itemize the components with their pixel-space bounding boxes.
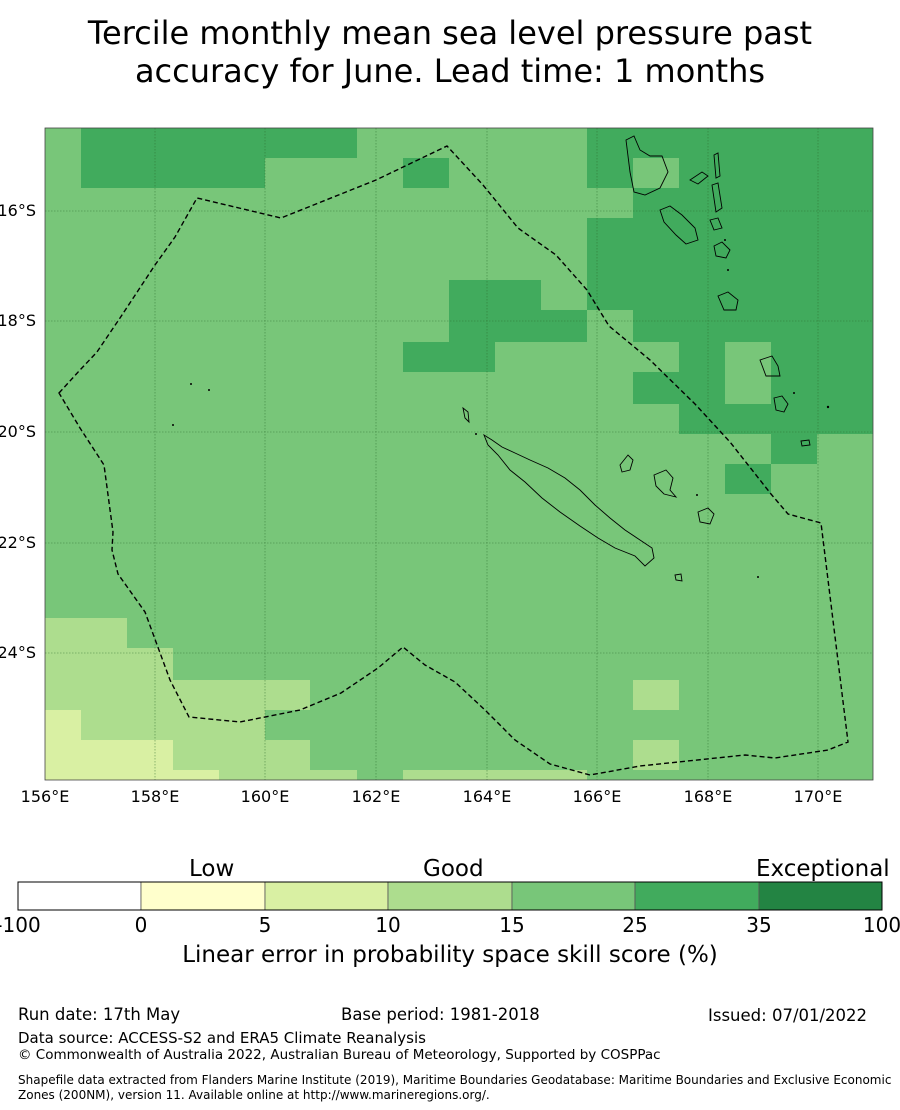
lon-label-156e: 156°E (20, 787, 70, 806)
lat-label-16s: 16°S (0, 201, 36, 220)
vanuatu-island-b (713, 152, 721, 179)
vanuatu-efate (713, 241, 731, 259)
colorbar-tick-0: 0 (134, 913, 148, 937)
walpole-islet (674, 573, 683, 582)
base-period: Base period: 1981-2018 (341, 1005, 540, 1024)
colorbar-category-low: Low (189, 856, 235, 882)
vanuatu-island-d (709, 217, 723, 231)
colorbar-tick-5: 5 (258, 913, 272, 937)
colorbar-swatch-7 (758, 881, 883, 911)
skill-map (44, 127, 874, 781)
colorbar-swatch-2 (140, 881, 266, 911)
lon-label-164e: 164°E (462, 787, 512, 806)
small-islets (172, 239, 830, 578)
vanuatu-espiritu-santo (625, 135, 669, 196)
map-frame (44, 127, 874, 781)
issued-date: Issued: 07/01/2022 (708, 1006, 868, 1025)
colorbar-swatch-6 (634, 881, 760, 911)
colorbar-tick-10: 10 (375, 913, 401, 937)
colorbar-tick-neg100: -100 (0, 913, 41, 937)
data-source: Data source: ACCESS-S2 and ERA5 Climate … (18, 1029, 426, 1047)
lat-label-22s: 22°S (0, 533, 36, 552)
colorbar-swatch-5 (511, 881, 636, 911)
colorbar-tick-25: 25 (622, 913, 648, 937)
colorbar (17, 881, 883, 911)
belep-islet (462, 406, 470, 424)
title-line-1: Tercile monthly mean sea level pressure … (87, 14, 813, 52)
vanuatu-erromango (717, 291, 739, 311)
loyalty-island-2 (653, 469, 678, 498)
colorbar-tick-100: 100 (862, 913, 900, 937)
loyalty-island-3 (697, 507, 715, 525)
copyright: © Commonwealth of Australia 2022, Austra… (18, 1047, 661, 1063)
colorbar-category-exceptional: Exceptional (756, 856, 890, 882)
new-caledonia-main (483, 433, 655, 567)
lat-label-20s: 20°S (0, 422, 36, 441)
loyalty-island-1 (619, 454, 634, 473)
title-line-2: accuracy for June. Lead time: 1 months (134, 52, 766, 90)
colorbar-swatch-1 (17, 881, 142, 911)
skill-cells-15-25-inset (633, 158, 771, 404)
colorbar-category-good: Good (423, 856, 484, 882)
vanuatu-aneityum (773, 395, 789, 413)
colorbar-label: Linear error in probability space skill … (182, 942, 718, 968)
lon-label-160e: 160°E (240, 787, 290, 806)
lat-label-18s: 18°S (0, 311, 36, 330)
colorbar-swatch-4 (387, 881, 513, 911)
run-date: Run date: 17th May (18, 1005, 181, 1024)
map-gridlines (45, 128, 873, 780)
vanuatu-tanna (759, 355, 781, 377)
lon-label-166e: 166°E (572, 787, 622, 806)
colorbar-frame (17, 881, 883, 911)
colorbar-tick-15: 15 (499, 913, 525, 937)
skill-cells-5-10 (45, 710, 219, 780)
eez-boundary (58, 145, 849, 776)
shapefile-credit: Shapefile data extracted from Flanders M… (18, 1073, 892, 1102)
hunter-islet (800, 439, 811, 447)
island-coastlines (462, 135, 811, 582)
colorbar-tick-35: 35 (746, 913, 772, 937)
map-title: Tercile monthly mean sea level pressure … (0, 14, 900, 90)
lon-label-170e: 170°E (793, 787, 843, 806)
vanuatu-island-c (711, 182, 723, 213)
lat-label-24s: 24°S (0, 643, 36, 662)
vanuatu-island-a (689, 171, 709, 185)
vanuatu-malekula (659, 205, 699, 245)
lon-label-168e: 168°E (683, 787, 733, 806)
lon-label-162e: 162°E (351, 787, 401, 806)
colorbar-swatch-3 (264, 881, 389, 911)
lon-label-158e: 158°E (130, 787, 180, 806)
